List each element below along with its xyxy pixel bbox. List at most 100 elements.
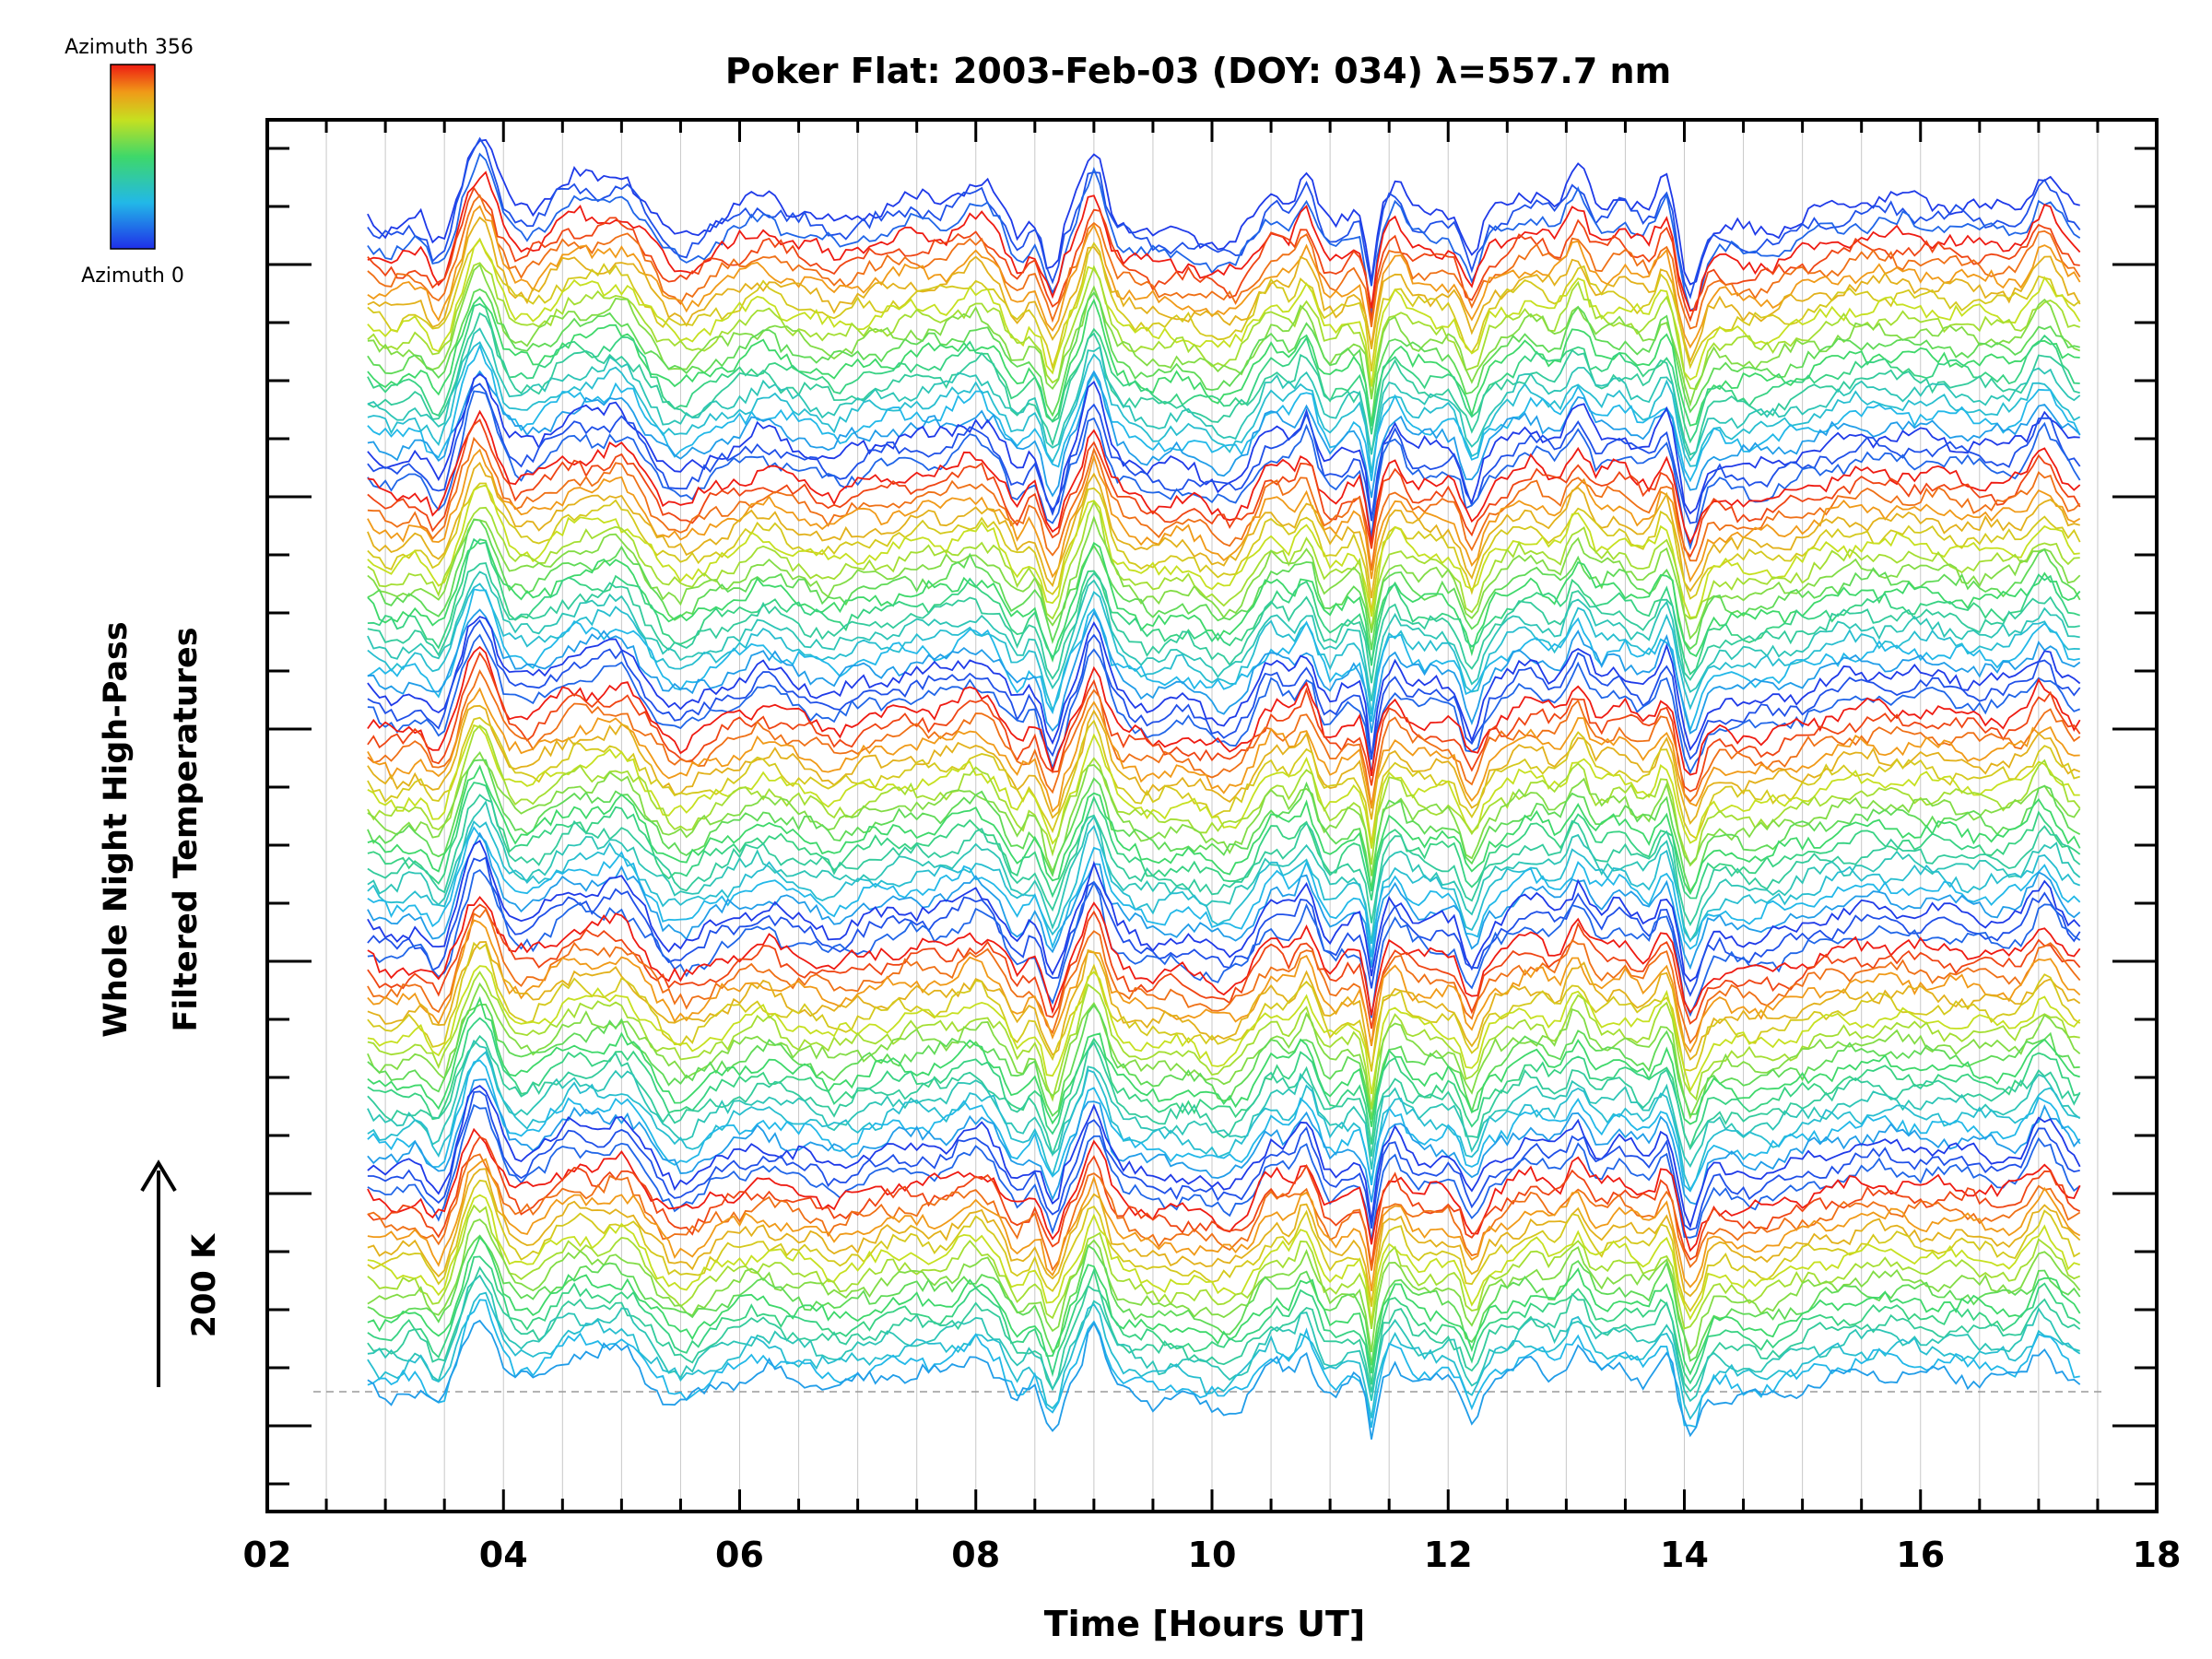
series-line <box>367 1274 2080 1403</box>
series-line <box>367 1103 2081 1241</box>
series-line <box>367 616 2081 760</box>
series-line <box>367 1319 2081 1440</box>
series-line <box>367 704 2081 826</box>
series-line <box>367 895 2081 1016</box>
series-line <box>367 372 2080 520</box>
series-line <box>367 562 2080 684</box>
series-line <box>367 868 2081 1018</box>
series-line <box>367 1078 2081 1206</box>
series-line <box>367 831 2081 971</box>
series-line <box>367 186 2080 323</box>
series-line <box>367 1255 2081 1385</box>
x-tick-label: 18 <box>2133 1535 2182 1575</box>
series-line <box>367 1059 2081 1193</box>
x-tick-label: 10 <box>1188 1535 1237 1575</box>
x-tick-labels: 02 04 06 08 10 12 14 16 18 <box>243 1535 2182 1575</box>
series-line <box>367 418 2081 559</box>
series-line <box>367 669 2081 807</box>
series-line <box>367 724 2080 849</box>
series-line <box>367 1039 2081 1170</box>
series-line <box>367 1234 2081 1366</box>
series-line <box>367 687 2080 813</box>
series-line <box>367 1090 2080 1231</box>
colorbar-max-label: Azimuth 356 <box>65 36 194 59</box>
series-line <box>367 302 2080 444</box>
series-line <box>367 327 2081 463</box>
series-line <box>367 651 2081 793</box>
series-line <box>367 537 2080 676</box>
series-line <box>367 138 2080 286</box>
series-line <box>367 1299 2080 1429</box>
series-line <box>367 312 2080 456</box>
series-line <box>367 341 2081 474</box>
series-line <box>367 152 2081 317</box>
series-line <box>367 238 2081 387</box>
series-line <box>367 965 2081 1095</box>
series-line <box>367 608 2081 735</box>
series-line <box>367 216 2081 364</box>
series-line <box>367 500 2080 630</box>
series-line <box>367 461 2080 599</box>
series-line <box>367 1003 2080 1119</box>
y-axis-label-line1: Whole Night High-Pass <box>98 621 135 1037</box>
series-line <box>367 519 2081 651</box>
series-line <box>367 1050 2080 1193</box>
y-axis-label-line2: Filtered Temperatures <box>168 627 205 1031</box>
series-group <box>367 136 2081 1440</box>
series-line <box>367 409 2081 545</box>
series-line <box>367 618 2081 760</box>
series-line <box>367 1291 2081 1421</box>
series-line <box>367 1235 2081 1376</box>
x-tick-label: 14 <box>1660 1535 1709 1575</box>
series-line <box>367 1034 2081 1158</box>
series-line <box>367 995 2080 1127</box>
series-line <box>367 826 2081 958</box>
series-line <box>367 1265 2081 1394</box>
series-line <box>367 839 2081 982</box>
series-line <box>367 1158 2081 1291</box>
x-tick-label: 02 <box>243 1535 292 1575</box>
x-tick-label: 08 <box>951 1535 1000 1575</box>
series-line <box>367 382 2081 524</box>
series-line <box>367 582 2080 715</box>
scale-label: 200 K <box>186 1232 223 1337</box>
series-line <box>367 941 2081 1072</box>
series-line <box>367 1179 2081 1312</box>
series-line <box>367 794 2081 927</box>
series-line <box>367 764 2081 896</box>
x-axis-label: Time [Hours UT] <box>1044 1604 1366 1644</box>
series-line <box>367 390 2081 551</box>
series-line <box>367 436 2081 571</box>
series-line <box>367 1153 2081 1272</box>
series-line <box>367 514 2081 641</box>
series-line <box>367 1085 2081 1230</box>
series-line <box>367 800 2081 944</box>
series-line <box>367 1135 2081 1267</box>
x-tick-label: 12 <box>1424 1535 1473 1575</box>
scale-arrow-head <box>140 1159 177 1193</box>
series-line <box>367 484 2080 619</box>
series-line <box>367 1194 2080 1324</box>
series-line <box>367 1017 2080 1150</box>
series-line <box>367 982 2081 1120</box>
series-line <box>367 171 2081 312</box>
series-line <box>367 716 2080 845</box>
series-line <box>367 759 2081 894</box>
series-line <box>367 724 2081 867</box>
series-line <box>367 940 2081 1072</box>
series-line <box>367 1218 2081 1355</box>
series-line <box>367 237 2081 372</box>
chart-title: Poker Flat: 2003-Feb-03 (DOY: 034) λ=557… <box>725 51 1671 91</box>
series-line <box>367 919 2081 1053</box>
series-line <box>367 1204 2081 1330</box>
series-line <box>367 136 2081 300</box>
series-line <box>367 645 2081 777</box>
series-line <box>367 1168 2081 1305</box>
series-line <box>367 588 2080 733</box>
series-line <box>367 343 2081 483</box>
axes <box>265 118 2159 1513</box>
series-line <box>367 194 2081 330</box>
series-line <box>367 263 2081 407</box>
series-line <box>367 571 2080 701</box>
